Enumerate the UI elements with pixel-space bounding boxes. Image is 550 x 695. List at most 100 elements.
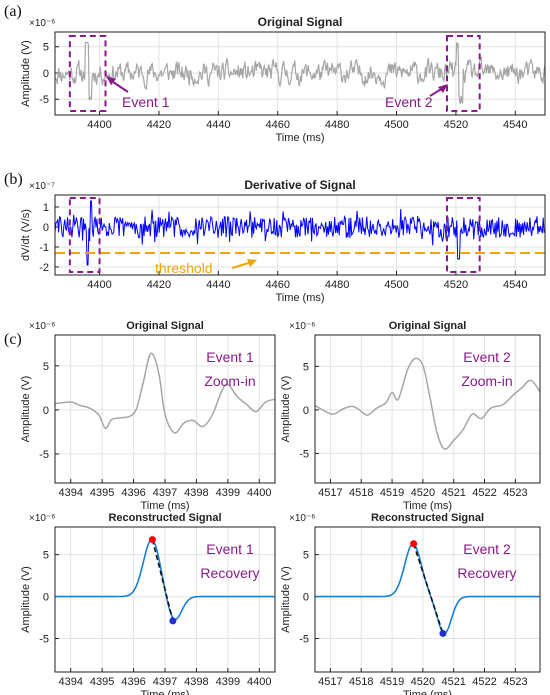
y-exponent: ×10⁻⁶ — [29, 18, 55, 29]
axes-frame — [54, 194, 546, 276]
peak-point — [410, 540, 418, 548]
event-box — [68, 35, 107, 112]
x-tick-label: 4520 — [444, 279, 468, 291]
y-tick-label: 5 — [303, 361, 309, 373]
y-tick-label: -5 — [39, 449, 49, 461]
y-tick-label: -5 — [299, 448, 309, 460]
y-exponent: ×10⁻⁷ — [29, 181, 55, 192]
y-tick-label: -5 — [39, 94, 49, 106]
chart-c1: 4394 4395 4396 4397 4398 4399 4400 -5 0 5 Event 1 Z… — [20, 320, 276, 512]
x-tick-label: 4400 — [87, 119, 111, 131]
signal-line — [54, 41, 546, 105]
y-axis-label: Amplitude (V) — [20, 566, 32, 633]
annotation-line-1: Event 1 — [206, 349, 254, 365]
signal-line — [54, 352, 276, 434]
x-tick-label: 4520 — [444, 119, 468, 131]
x-tick-label: 4519 — [380, 487, 404, 499]
y-tick-label: 5 — [303, 550, 309, 562]
x-tick-label: 4500 — [384, 279, 408, 291]
chart-c4: 4517 4518 4519 4520 4521 4522 4523 -5 0 5 Event 2 R… — [280, 512, 541, 695]
signal-line — [314, 357, 541, 450]
x-tick-label: 4480 — [325, 119, 349, 131]
event-box — [68, 197, 101, 273]
x-tick-label: 4400 — [87, 279, 111, 291]
x-axis-label: Time (ms) — [275, 292, 324, 304]
y-tick-label: 5 — [43, 361, 49, 373]
y-axis-label: Amplitude (V) — [280, 566, 292, 633]
annotation-line-2: Zoom-in — [461, 373, 512, 389]
y-tick-label: 0 — [43, 68, 49, 80]
axes-frame — [54, 31, 546, 116]
x-tick-label: 4395 — [90, 676, 114, 688]
x-tick-label: 4395 — [90, 487, 114, 499]
x-tick-label: 4520 — [411, 676, 435, 688]
x-tick-label: 4540 — [503, 119, 527, 131]
x-axis-label: Time (ms) — [403, 500, 452, 512]
y-exponent: ×10⁻⁶ — [289, 513, 315, 524]
x-tick-label: 4517 — [318, 676, 342, 688]
event-2-label: Event 2 — [385, 94, 433, 110]
y-tick-label: 0 — [303, 405, 309, 417]
threshold-arrowhead — [247, 259, 257, 267]
x-tick-label: 4522 — [472, 487, 496, 499]
annotation-line-2: Zoom-in — [204, 373, 255, 389]
y-tick-label: -5 — [299, 633, 309, 645]
x-tick-label: 4518 — [349, 487, 373, 499]
x-tick-label: 4440 — [206, 279, 230, 291]
x-tick-label: 4460 — [265, 279, 289, 291]
y-tick-label: 0 — [43, 405, 49, 417]
event-2-arrowhead — [438, 84, 448, 93]
panel-label-b: (b) — [4, 171, 23, 188]
annotation-line-2: Recovery — [200, 565, 259, 581]
panel-label-c: (c) — [4, 331, 22, 348]
x-axis-label: Time (ms) — [140, 689, 189, 695]
slope-line — [151, 539, 174, 622]
chart-c3: 4394 4395 4396 4397 4398 4399 4400 -5 0 5 Event 1 R… — [20, 512, 276, 695]
x-tick-label: 4519 — [380, 676, 404, 688]
annotation-line-2: Recovery — [457, 565, 516, 581]
x-tick-label: 4518 — [349, 676, 373, 688]
y-tick-label: -2 — [39, 262, 49, 274]
y-axis-label: Amplitude (V) — [20, 376, 32, 443]
event-1-label: Event 1 — [122, 94, 170, 110]
event-box — [446, 35, 481, 112]
x-tick-label: 4520 — [411, 487, 435, 499]
x-tick-label: 4460 — [265, 119, 289, 131]
annotation-line-1: Event 2 — [463, 349, 511, 365]
trough-point — [439, 629, 447, 637]
x-tick-label: 4394 — [58, 676, 82, 688]
plot-area — [315, 527, 540, 672]
axes-frame — [54, 334, 276, 484]
x-tick-label: 4517 — [318, 487, 342, 499]
y-exponent: ×10⁻⁶ — [29, 321, 55, 332]
event-box — [446, 197, 481, 273]
chart-title: Original Signal — [258, 15, 343, 29]
threshold-label: threshold — [155, 260, 213, 276]
y-tick-label: 0 — [43, 592, 49, 604]
axes-frame — [314, 334, 541, 484]
chart-b: 4400 4420 4440 4460 4480 4500 4520 4540 -2 -1 0 1 th… — [20, 178, 546, 304]
x-tick-label: 4540 — [503, 279, 527, 291]
x-tick-label: 4440 — [206, 119, 230, 131]
y-tick-label: 0 — [303, 592, 309, 604]
chart-c2: 4517 4518 4519 4520 4521 4522 4523 -5 0 5 Event 2 Z… — [280, 320, 541, 512]
x-tick-label: 4398 — [184, 487, 208, 499]
panel-label-a: (a) — [4, 3, 22, 20]
chart-title: Reconstructed Signal — [108, 512, 221, 524]
y-tick-label: -5 — [39, 633, 49, 645]
x-tick-label: 4522 — [472, 676, 496, 688]
y-tick-label: 1 — [43, 202, 49, 214]
x-tick-label: 4420 — [147, 119, 171, 131]
chart-a: 4400 4420 4440 4460 4480 4500 4520 4540 -5 0 5 Even… — [20, 15, 546, 144]
x-tick-label: 4396 — [121, 487, 145, 499]
x-tick-label: 4400 — [247, 676, 271, 688]
y-exponent: ×10⁻⁶ — [289, 321, 315, 332]
annotation-line-1: Event 1 — [206, 541, 254, 557]
x-tick-label: 4521 — [441, 487, 465, 499]
y-tick-label: 0 — [43, 222, 49, 234]
axes-frame — [314, 526, 541, 673]
y-tick-label: -1 — [39, 242, 49, 254]
plot-area — [315, 335, 540, 483]
chart-title: Reconstructed Signal — [371, 512, 484, 524]
y-tick-label: 5 — [43, 42, 49, 54]
